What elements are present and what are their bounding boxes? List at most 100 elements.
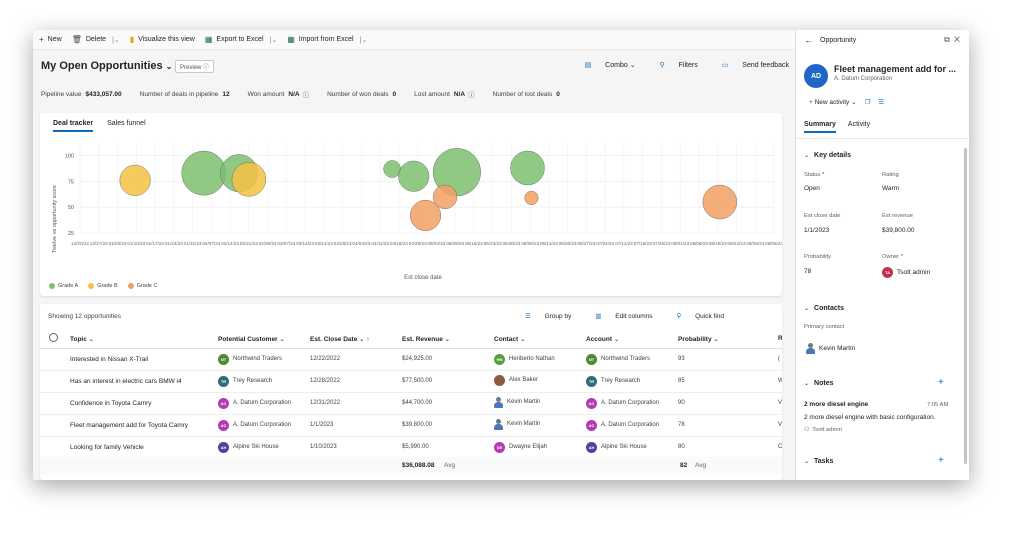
visualize-button[interactable]: ▮ Visualize this view <box>130 35 195 44</box>
quick-find-input[interactable]: ⚲ Quick find <box>665 312 724 320</box>
bubble-point[interactable] <box>433 184 458 209</box>
contacts-header[interactable]: ⌄ Contacts <box>804 305 844 312</box>
customer-cell[interactable]: NT Northwind Traders <box>218 348 310 371</box>
customer-cell[interactable]: AH Alpine Ski House <box>218 436 310 459</box>
account-cell[interactable]: AH Alpine Ski House <box>586 436 678 459</box>
contact-name[interactable]: Heriberto Nathan <box>509 356 555 362</box>
column-header-contact[interactable]: Contact ⌄ <box>494 330 586 349</box>
account-cell[interactable]: TR Trey Research <box>586 370 678 393</box>
send-feedback-button[interactable]: ▭ Send feedback <box>710 61 789 69</box>
account-cell[interactable]: AC A. Datum Corporation <box>586 414 678 437</box>
new-button[interactable]: + New <box>39 35 62 44</box>
add-task-icon[interactable]: + <box>938 455 944 466</box>
revenue-cell: $5,990.00 <box>402 436 494 459</box>
edit-columns-button[interactable]: ▥ Edit columns <box>583 312 652 320</box>
status-label: Status * <box>804 172 825 178</box>
bubble-point[interactable] <box>231 162 267 197</box>
table-row[interactable]: Has an interest in electric cars BMW i4 T… <box>40 370 782 393</box>
row-select[interactable] <box>40 370 70 393</box>
chevron-down-icon[interactable]: |⌄ <box>112 36 120 44</box>
topic-cell[interactable]: Has an interest in electric cars BMW i4 <box>70 370 218 393</box>
bubble-point[interactable] <box>524 190 539 205</box>
column-header-topic[interactable]: Topic ⌄ <box>70 330 218 349</box>
column-header-account[interactable]: Account ⌄ <box>586 330 678 349</box>
revenue-value[interactable]: $39,800.00 <box>882 227 915 234</box>
import-excel-button[interactable]: ▦ Import from Excel |⌄ <box>287 35 367 44</box>
chevron-down-icon: ⌄ <box>804 153 810 159</box>
bubble-point[interactable] <box>119 164 151 196</box>
note-title[interactable]: 2 more diesel engine <box>804 401 869 408</box>
panel-scrollbar[interactable] <box>964 148 967 464</box>
bubble-point[interactable] <box>702 184 738 220</box>
probability-value[interactable]: 78 <box>804 268 812 275</box>
customer-cell[interactable]: AC A. Datum Corporation <box>218 392 310 415</box>
column-header-revenue[interactable]: Est. Revenue ⌄ <box>402 330 494 349</box>
column-header-close-date[interactable]: Est. Close Date ⌄ ↑ <box>310 330 402 349</box>
contact-name[interactable]: Dwayne Elijah <box>509 444 548 450</box>
topic-cell[interactable]: Interested in Nissan X-Trail <box>70 348 218 371</box>
close-icon[interactable]: ✕ <box>953 35 964 44</box>
contact-name[interactable]: Kevin Martin <box>507 421 541 427</box>
bubble-point[interactable] <box>409 199 441 231</box>
checklist-icon[interactable]: ☰ <box>878 99 885 106</box>
row-select[interactable] <box>40 392 70 415</box>
rating-value[interactable]: Warm <box>882 185 900 192</box>
group-by-button[interactable]: ☰ Group by <box>513 312 571 320</box>
back-arrow-icon[interactable]: ← <box>804 35 813 45</box>
add-note-icon[interactable]: + <box>938 377 944 388</box>
chevron-down-icon[interactable]: |⌄ <box>359 36 368 44</box>
contact-name[interactable]: Alex Baker <box>509 377 539 383</box>
account-cell[interactable]: AC A. Datum Corporation <box>586 392 678 415</box>
contact-name[interactable]: Kevin Martin <box>507 399 541 405</box>
bubble-point[interactable] <box>181 150 227 196</box>
customer-cell[interactable]: TR Trey Research <box>218 370 310 393</box>
delete-button[interactable]: 🗑 Delete |⌄ <box>72 35 120 44</box>
legend-item[interactable]: Grade A <box>49 283 78 289</box>
account-cell[interactable]: NT Northwind Traders <box>586 348 678 371</box>
column-header-customer[interactable]: Potential Customer ⌄ <box>218 330 310 349</box>
column-header-rating[interactable]: Ra <box>778 330 782 349</box>
table-row[interactable]: Looking for family Vehicle AH Alpine Ski H… <box>40 436 782 459</box>
info-icon[interactable]: ⓘ <box>302 92 310 99</box>
open-external-icon[interactable]: ⧉ <box>944 35 954 44</box>
chevron-down-icon[interactable]: |⌄ <box>269 36 278 44</box>
row-select[interactable] <box>40 436 70 459</box>
topic-cell[interactable]: Fleet management add for Toyota Camry <box>70 414 218 437</box>
row-select[interactable] <box>40 414 70 437</box>
select-all-checkbox[interactable] <box>40 330 70 349</box>
bubble-point[interactable] <box>398 160 430 192</box>
preview-badge[interactable]: Preview ⓘ <box>175 60 215 73</box>
table-row[interactable]: Interested in Nissan X-Trail NT Northwind … <box>40 348 782 371</box>
primary-contact-value[interactable]: Kevin Martin <box>806 343 855 354</box>
tab-activity[interactable]: Activity <box>847 121 871 128</box>
customer-cell[interactable]: AC A. Datum Corporation <box>218 414 310 437</box>
new-activity-button[interactable]: + New activity ⌄ <box>809 99 857 106</box>
copy-icon[interactable]: ❐ <box>864 99 871 106</box>
table-row[interactable]: Confidence in Toyota Camry AC A. Datum Cor… <box>40 392 782 415</box>
close-date-value[interactable]: 1/1/2023 <box>804 227 830 234</box>
notes-header[interactable]: ⌄ Notes <box>804 380 833 387</box>
status-value[interactable]: Open <box>804 185 820 192</box>
column-header-probability[interactable]: Probability ⌄ <box>678 330 778 349</box>
person-icon <box>494 396 503 408</box>
filters-button[interactable]: ⚲ Filters <box>648 61 698 69</box>
key-details-header[interactable]: ⌄ Key details <box>804 152 851 159</box>
owner-value[interactable]: TA Tsott admin <box>882 267 930 278</box>
bubble-point[interactable] <box>510 150 545 186</box>
table-row[interactable]: Fleet management add for Toyota Camry AC A… <box>40 414 782 437</box>
tab-summary[interactable]: Summary <box>804 121 836 133</box>
bubble-point[interactable] <box>383 160 401 178</box>
topic-cell[interactable]: Confidence in Toyota Camry <box>70 392 218 415</box>
view-selector[interactable]: My Open Opportunities ⌄ <box>41 60 172 72</box>
tab-deal-tracker[interactable]: Deal tracker <box>53 120 94 132</box>
export-excel-button[interactable]: ▦ Export to Excel |⌄ <box>205 35 277 44</box>
info-icon[interactable]: ⓘ <box>468 92 475 99</box>
topic-cell[interactable]: Looking for family Vehicle <box>70 436 218 459</box>
combo-button[interactable]: ▤ Combo ⌄ <box>584 62 636 69</box>
tab-sales-funnel[interactable]: Sales funnel <box>107 120 146 127</box>
revenue-cell: $24,925.00 <box>402 348 494 371</box>
legend-item[interactable]: Grade C <box>127 283 157 289</box>
row-select[interactable] <box>40 348 70 371</box>
tasks-header[interactable]: ⌄ Tasks <box>804 458 833 465</box>
legend-item[interactable]: Grade B <box>88 283 118 289</box>
